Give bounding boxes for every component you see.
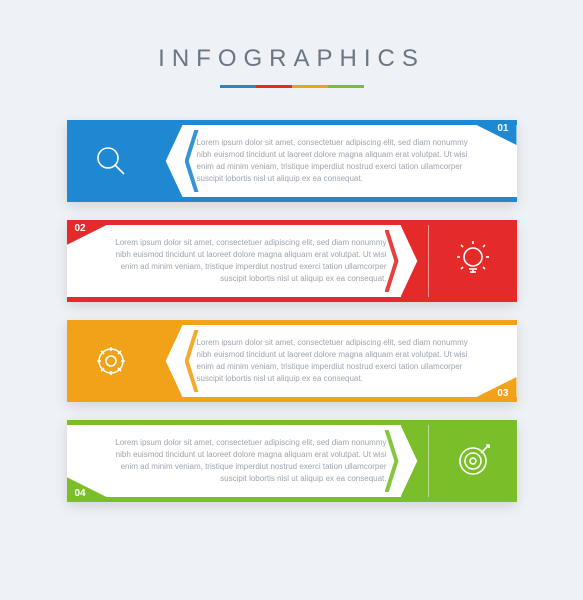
- page-title: INFOGRAPHICS: [158, 45, 425, 73]
- step-body: Lorem ipsum dolor sit amet, consectetuer…: [115, 237, 387, 285]
- title-underline: [220, 85, 364, 88]
- corner-cut: [67, 225, 107, 245]
- infographic-rows: Lorem ipsum dolor sit amet, consectetuer…: [67, 120, 517, 502]
- step-row: Lorem ipsum dolor sit amet, consectetuer…: [67, 320, 517, 402]
- chevron-outline: [385, 230, 399, 292]
- step-row: Lorem ipsum dolor sit amet, consectetuer…: [67, 220, 517, 302]
- step-number: 01: [497, 123, 508, 134]
- magnifier-icon: [67, 125, 155, 197]
- step-row: Lorem ipsum dolor sit amet, consectetuer…: [67, 120, 517, 202]
- target-icon: [429, 425, 517, 497]
- step-text: Lorem ipsum dolor sit amet, consectetuer…: [115, 437, 387, 485]
- chevron-outline: [385, 430, 399, 492]
- chevron-shape: [155, 125, 183, 197]
- step-row: Lorem ipsum dolor sit amet, consectetuer…: [67, 420, 517, 502]
- step-body: Lorem ipsum dolor sit amet, consectetuer…: [197, 337, 469, 385]
- step-text: Lorem ipsum dolor sit amet, consectetuer…: [115, 237, 387, 285]
- corner-cut: [67, 477, 107, 497]
- chevron-shape: [401, 425, 429, 497]
- gear-icon: [67, 325, 155, 397]
- lightbulb-icon: [429, 225, 517, 297]
- step-number: 02: [75, 223, 86, 234]
- step-number: 04: [75, 488, 86, 499]
- step-text: Lorem ipsum dolor sit amet, consectetuer…: [197, 337, 469, 385]
- step-text: Lorem ipsum dolor sit amet, consectetuer…: [197, 137, 469, 185]
- step-number: 03: [497, 388, 508, 399]
- chevron-shape: [155, 325, 183, 397]
- corner-cut: [477, 377, 517, 397]
- step-body: Lorem ipsum dolor sit amet, consectetuer…: [197, 137, 469, 185]
- step-body: Lorem ipsum dolor sit amet, consectetuer…: [115, 437, 387, 485]
- chevron-shape: [401, 225, 429, 297]
